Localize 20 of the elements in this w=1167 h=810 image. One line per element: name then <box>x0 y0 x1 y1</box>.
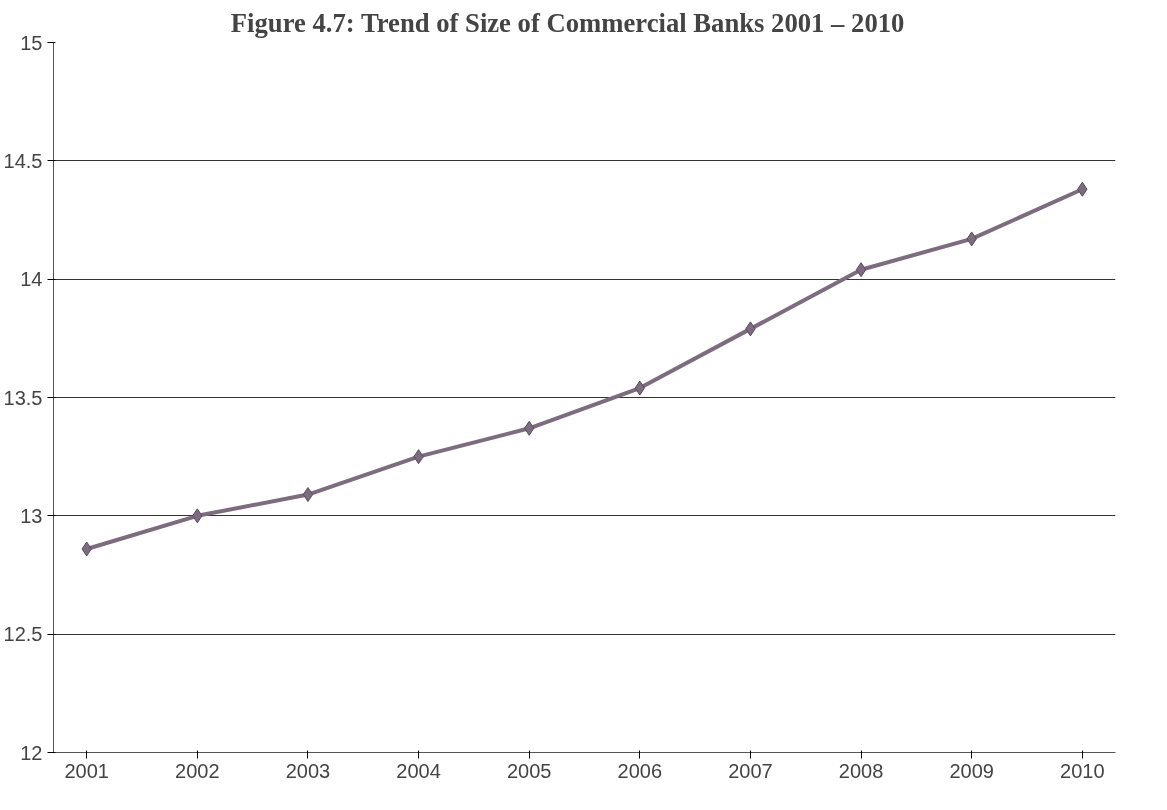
x-tick-label: 2004 <box>396 759 441 782</box>
chart-title: Figure 4.7: Trend of Size of Commercial Banks 2001 – 2010 <box>230 7 905 38</box>
x-tick-label: 2003 <box>285 759 331 782</box>
y-tick-label: 12 <box>20 741 43 764</box>
point <box>302 487 314 503</box>
x-tick-label: 2002 <box>175 759 220 782</box>
y-tick-label: 14 <box>20 268 43 291</box>
y-tick-label: 14.5 <box>3 149 43 172</box>
x-tick-label: 2005 <box>506 759 552 782</box>
y-tick-label: 13.5 <box>3 386 43 409</box>
y-tick-label: 15 <box>20 31 43 54</box>
x-tick-label: 2008 <box>838 759 884 782</box>
y-tick-label: 12.5 <box>3 623 43 646</box>
x-tick-label: 2006 <box>617 759 663 782</box>
y-tick-label: 13 <box>20 504 43 527</box>
point <box>855 262 867 278</box>
x-tick-label: 2007 <box>728 759 773 782</box>
x-tick-label: 2009 <box>949 759 994 782</box>
x-tick-label: 2010 <box>1060 759 1105 782</box>
x-tick-label: 2001 <box>64 759 109 782</box>
